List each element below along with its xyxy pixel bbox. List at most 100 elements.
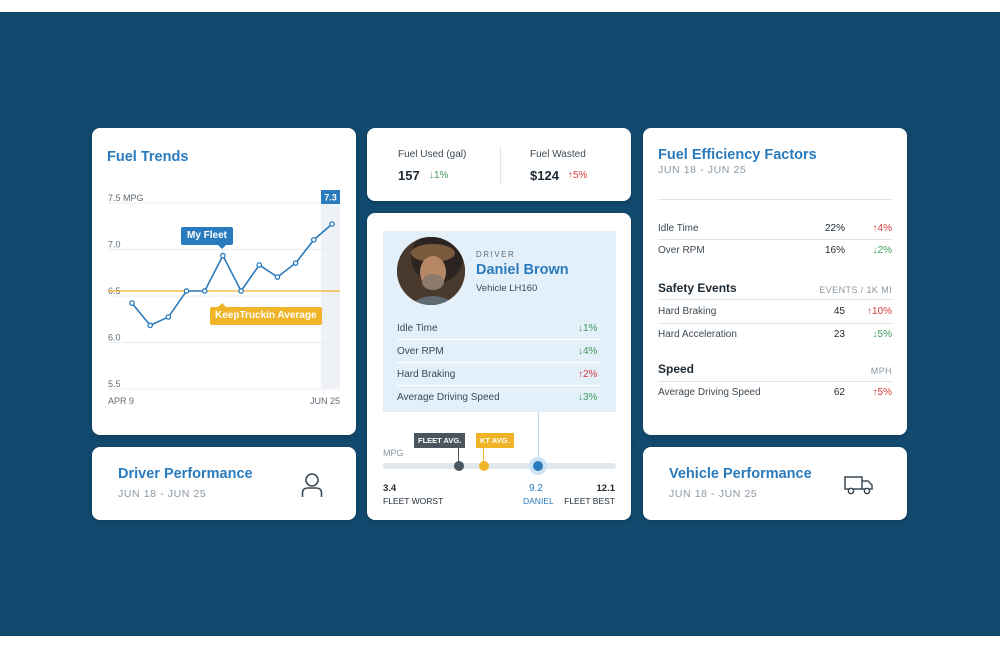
vehicle-performance-date-range: JUN 18 - JUN 25 bbox=[669, 488, 758, 500]
my-fleet-data-point bbox=[147, 322, 154, 329]
fleet-best-value: 12.1 bbox=[596, 483, 616, 494]
my-fleet-label-pointer bbox=[218, 245, 226, 249]
my-fleet-label: My Fleet bbox=[181, 227, 234, 245]
panel-connector-line bbox=[538, 412, 539, 460]
factor-label: Over RPM bbox=[658, 245, 705, 256]
driver-mpg-marker-dot bbox=[533, 461, 543, 471]
driver-metric-change: ↓1% bbox=[578, 323, 598, 334]
driver-detail-card[interactable]: DRIVER Daniel Brown Vehicle LH160 Idle T… bbox=[367, 213, 631, 520]
my-fleet-data-point bbox=[256, 262, 263, 268]
driver-mpg-value: 9.2 bbox=[529, 483, 543, 494]
fleet-avg-marker bbox=[454, 461, 464, 471]
driver-metric-divider bbox=[397, 339, 601, 340]
driver-metric-change: ↓4% bbox=[578, 346, 598, 357]
speed-unit: MPH bbox=[870, 366, 892, 376]
fuel-wasted-label: Fuel Wasted bbox=[530, 149, 586, 160]
my-fleet-data-point bbox=[165, 314, 172, 320]
speed-change: ↑5% bbox=[872, 387, 892, 398]
kt-average-label: KeepTruckin Average bbox=[210, 307, 322, 325]
safety-divider bbox=[658, 323, 892, 324]
driver-performance-title: Driver Performance bbox=[118, 466, 253, 482]
kt-average-label-text: KeepTruckin Average bbox=[215, 310, 317, 321]
y-tick-label: 5.5 bbox=[108, 379, 121, 389]
driver-metric-label: Idle Time bbox=[397, 323, 438, 334]
vehicle-performance-title: Vehicle Performance bbox=[669, 466, 812, 482]
fuel-summary-divider bbox=[500, 147, 501, 184]
kt-avg-marker bbox=[479, 461, 489, 471]
fuel-used-change: ↓1% bbox=[429, 170, 449, 181]
y-tick-label: 7.0 bbox=[108, 240, 121, 250]
my-fleet-data-point bbox=[310, 237, 317, 243]
my-fleet-data-point bbox=[201, 288, 208, 294]
my-fleet-line bbox=[131, 223, 333, 327]
fleet-worst-label: FLEET WORST bbox=[383, 496, 444, 506]
y-tick-label: 6.0 bbox=[108, 333, 121, 343]
driver-metric-label: Hard Braking bbox=[397, 369, 456, 380]
driver-metric-label: Over RPM bbox=[397, 346, 444, 357]
driver-name[interactable]: Daniel Brown bbox=[476, 262, 569, 278]
fuel-used-value: 157 bbox=[398, 168, 420, 183]
fleet-best-label: FLEET BEST bbox=[564, 496, 615, 506]
y-tick-label: 7.5 MPG bbox=[108, 193, 144, 203]
my-fleet-label-text: My Fleet bbox=[187, 230, 228, 241]
safety-events-unit: EVENTS / 1K MI bbox=[819, 285, 892, 295]
fuel-trends-title: Fuel Trends bbox=[107, 149, 189, 165]
factor-change: ↓2% bbox=[872, 245, 892, 256]
fuel-efficiency-card[interactable]: Fuel Efficiency Factors JUN 18 - JUN 25 … bbox=[643, 128, 907, 435]
driver-metric-divider bbox=[397, 385, 601, 386]
fuel-trends-card[interactable]: Fuel Trends 7.5 MPG 7.0 6.5 6.0 5.5 7.3 APR … bbox=[92, 128, 356, 435]
safety-value: 23 bbox=[833, 329, 845, 340]
truck-icon bbox=[844, 476, 873, 495]
mpg-track bbox=[383, 463, 616, 469]
safety-change: ↑10% bbox=[866, 306, 892, 317]
latest-value-badge bbox=[321, 190, 340, 204]
header-divider bbox=[658, 199, 892, 200]
fleet-worst-value: 3.4 bbox=[383, 483, 397, 494]
fuel-efficiency-title: Fuel Efficiency Factors bbox=[658, 147, 817, 163]
fleet-avg-tag-text: FLEET AVG. bbox=[418, 436, 462, 445]
fleet-avg-stem bbox=[458, 448, 459, 464]
x-axis-start-label: APR 9 bbox=[108, 396, 134, 406]
driver-vehicle: Vehicle LH160 bbox=[476, 283, 538, 294]
driver-mpg-label: DANIEL bbox=[523, 496, 554, 506]
safety-divider bbox=[658, 299, 892, 300]
driver-avatar bbox=[397, 237, 465, 305]
driver-performance-card[interactable]: Driver Performance JUN 18 - JUN 25 bbox=[92, 447, 356, 520]
fuel-wasted-change: ↑5% bbox=[568, 170, 588, 181]
safety-label: Hard Acceleration bbox=[658, 329, 737, 340]
fuel-wasted-value: $124 bbox=[530, 168, 559, 183]
latest-value-text: 7.3 bbox=[324, 193, 337, 203]
mpg-axis-label: MPG bbox=[383, 448, 404, 458]
kt-avg-tag: KT AVG. bbox=[476, 433, 514, 448]
driver-photo-icon bbox=[397, 237, 465, 305]
my-fleet-data-point bbox=[238, 288, 244, 294]
factor-change: ↑4% bbox=[872, 223, 892, 234]
factor-value: 16% bbox=[824, 245, 845, 256]
person-icon bbox=[301, 473, 323, 497]
fleet-avg-tag: FLEET AVG. bbox=[414, 433, 466, 448]
my-fleet-data-point bbox=[220, 252, 226, 259]
driver-metric-label: Average Driving Speed bbox=[397, 392, 500, 403]
my-fleet-data-point bbox=[329, 221, 335, 227]
my-fleet-data-point bbox=[274, 274, 281, 280]
fuel-summary-card[interactable]: Fuel Used (gal) 157 ↓1% Fuel Wasted $124… bbox=[367, 128, 631, 201]
driver-metric-divider bbox=[397, 362, 601, 363]
driver-metric-change: ↓3% bbox=[578, 392, 598, 403]
kt-avg-tag-text: KT AVG. bbox=[480, 436, 510, 445]
driver-metric-change: ↑2% bbox=[578, 369, 598, 380]
my-fleet-data-point bbox=[292, 260, 299, 266]
factor-value: 22% bbox=[824, 223, 845, 234]
fuel-efficiency-date-range: JUN 18 - JUN 25 bbox=[658, 164, 747, 176]
x-axis-end-label: JUN 25 bbox=[310, 396, 340, 406]
speed-divider bbox=[658, 381, 892, 382]
vehicle-performance-card[interactable]: Vehicle Performance JUN 18 - JUN 25 bbox=[643, 447, 907, 520]
kt-avg-stem bbox=[483, 448, 484, 464]
my-fleet-data-point bbox=[129, 300, 135, 306]
safety-label: Hard Braking bbox=[658, 306, 717, 317]
safety-events-title: Safety Events bbox=[658, 281, 737, 295]
speed-value: 62 bbox=[833, 387, 845, 398]
speed-label: Average Driving Speed bbox=[658, 387, 761, 398]
factor-divider bbox=[658, 239, 892, 240]
driver-role-label: DRIVER bbox=[476, 250, 516, 259]
my-fleet-data-point bbox=[183, 288, 190, 294]
